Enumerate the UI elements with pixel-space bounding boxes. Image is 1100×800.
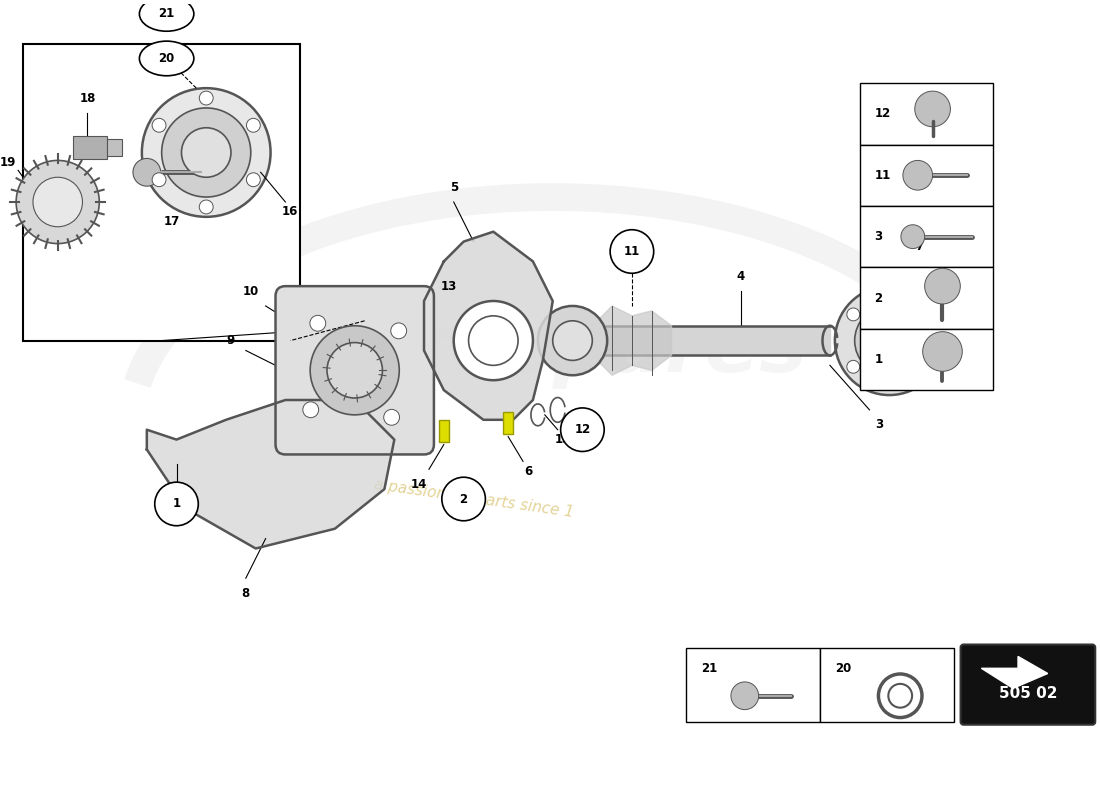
- Circle shape: [915, 91, 950, 126]
- Circle shape: [162, 108, 251, 197]
- Ellipse shape: [140, 0, 194, 31]
- Text: 11: 11: [624, 245, 640, 258]
- Circle shape: [927, 334, 940, 347]
- Circle shape: [142, 88, 271, 217]
- Text: 3: 3: [876, 418, 883, 431]
- Text: 21: 21: [158, 7, 175, 20]
- Bar: [107, 138, 122, 157]
- Circle shape: [552, 321, 592, 360]
- Bar: [686, 647, 820, 722]
- Text: 8: 8: [242, 586, 250, 599]
- Circle shape: [896, 377, 910, 390]
- Text: 505 02: 505 02: [999, 686, 1057, 701]
- Text: 5: 5: [450, 181, 458, 194]
- Circle shape: [16, 161, 99, 243]
- Circle shape: [442, 478, 485, 521]
- Text: 2: 2: [874, 291, 882, 305]
- Circle shape: [246, 173, 261, 186]
- Circle shape: [390, 323, 407, 338]
- Circle shape: [155, 482, 198, 526]
- Circle shape: [33, 178, 82, 226]
- Text: 4: 4: [737, 270, 745, 282]
- Text: eurospares: eurospares: [298, 311, 807, 390]
- Text: 15: 15: [554, 433, 571, 446]
- Text: 12: 12: [874, 107, 891, 120]
- Bar: [439, 420, 449, 442]
- Text: 3: 3: [874, 230, 882, 243]
- Circle shape: [538, 306, 607, 375]
- Circle shape: [327, 342, 383, 398]
- Text: 20: 20: [158, 52, 175, 65]
- Text: 17: 17: [164, 215, 179, 228]
- Polygon shape: [981, 657, 1047, 688]
- Bar: [820, 647, 954, 722]
- Circle shape: [610, 230, 653, 274]
- Text: 12: 12: [574, 423, 591, 436]
- Circle shape: [901, 225, 925, 249]
- Polygon shape: [592, 306, 671, 375]
- Bar: [23, 43, 300, 341]
- Text: 2: 2: [460, 493, 467, 506]
- FancyBboxPatch shape: [960, 645, 1096, 725]
- Bar: [859, 145, 993, 206]
- Text: 16: 16: [283, 206, 298, 218]
- Circle shape: [199, 91, 213, 105]
- Circle shape: [152, 118, 166, 132]
- Ellipse shape: [140, 41, 194, 76]
- Bar: [73, 136, 107, 159]
- Bar: [859, 267, 993, 329]
- Circle shape: [246, 118, 261, 132]
- Circle shape: [199, 200, 213, 214]
- Circle shape: [152, 173, 166, 186]
- Circle shape: [847, 360, 860, 374]
- Text: 11: 11: [874, 169, 891, 182]
- Bar: [859, 206, 993, 267]
- Text: 1: 1: [173, 498, 180, 510]
- Text: 20: 20: [835, 662, 851, 674]
- Text: 7: 7: [915, 240, 923, 253]
- Circle shape: [730, 682, 759, 710]
- Circle shape: [453, 301, 532, 380]
- Text: 14: 14: [411, 478, 427, 490]
- Text: 9: 9: [227, 334, 235, 347]
- Text: 13: 13: [441, 280, 456, 293]
- Text: 10: 10: [243, 285, 258, 298]
- Bar: [859, 83, 993, 145]
- Circle shape: [896, 292, 910, 305]
- Text: 19: 19: [0, 156, 16, 169]
- Circle shape: [903, 161, 933, 190]
- Circle shape: [302, 402, 319, 418]
- Circle shape: [561, 408, 604, 451]
- Text: 1: 1: [874, 353, 882, 366]
- Circle shape: [855, 306, 924, 375]
- Circle shape: [925, 268, 960, 304]
- Bar: [503, 412, 513, 434]
- Text: a passion for parts since 1: a passion for parts since 1: [373, 478, 574, 521]
- Polygon shape: [552, 326, 829, 355]
- Circle shape: [310, 315, 326, 331]
- Circle shape: [182, 128, 231, 178]
- FancyBboxPatch shape: [275, 286, 433, 454]
- Circle shape: [384, 410, 399, 426]
- Polygon shape: [146, 400, 394, 549]
- Circle shape: [847, 308, 860, 321]
- Bar: [859, 329, 993, 390]
- Text: 18: 18: [79, 91, 96, 105]
- Circle shape: [133, 158, 161, 186]
- Circle shape: [310, 326, 399, 415]
- Circle shape: [923, 332, 962, 371]
- Polygon shape: [424, 232, 552, 420]
- Text: 21: 21: [701, 662, 717, 674]
- Circle shape: [835, 286, 944, 395]
- Text: 6: 6: [524, 465, 532, 478]
